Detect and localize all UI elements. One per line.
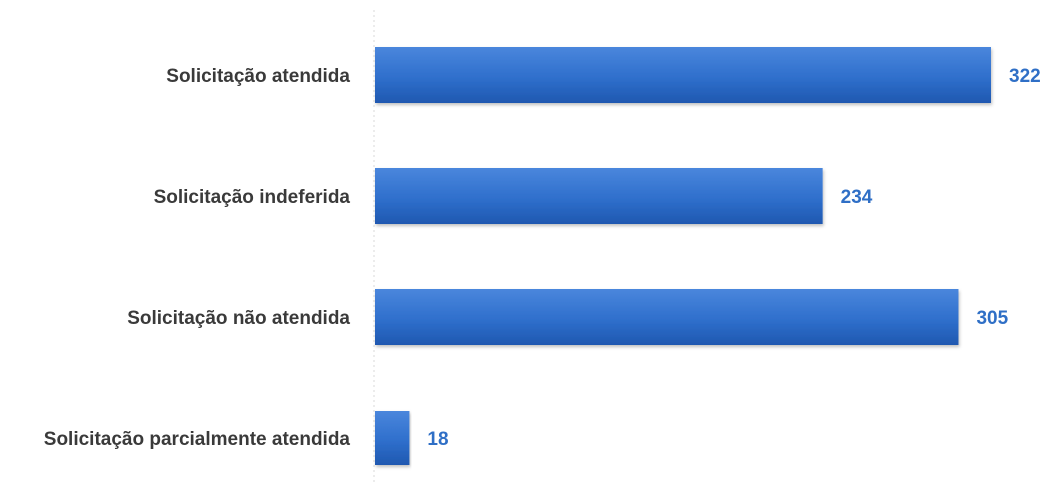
- value-label-1: 234: [841, 187, 873, 208]
- value-labels-group: 322 234 305 18: [427, 66, 1040, 450]
- bar-0: [375, 47, 991, 103]
- value-label-2: 305: [976, 308, 1008, 329]
- category-label-2: Solicitação não atendida: [127, 308, 350, 329]
- category-label-3: Solicitação parcialmente atendida: [44, 429, 351, 450]
- category-label-0: Solicitação atendida: [166, 66, 350, 87]
- category-labels-group: Solicitação atendida Solicitação indeferi…: [44, 66, 351, 450]
- value-label-0: 322: [1009, 66, 1041, 87]
- bar-2: [375, 289, 959, 345]
- value-label-3: 18: [427, 429, 448, 450]
- bars-group: [375, 47, 991, 465]
- category-label-1: Solicitação indeferida: [154, 187, 351, 208]
- bar-1: [375, 168, 823, 224]
- bar-3: [375, 411, 410, 465]
